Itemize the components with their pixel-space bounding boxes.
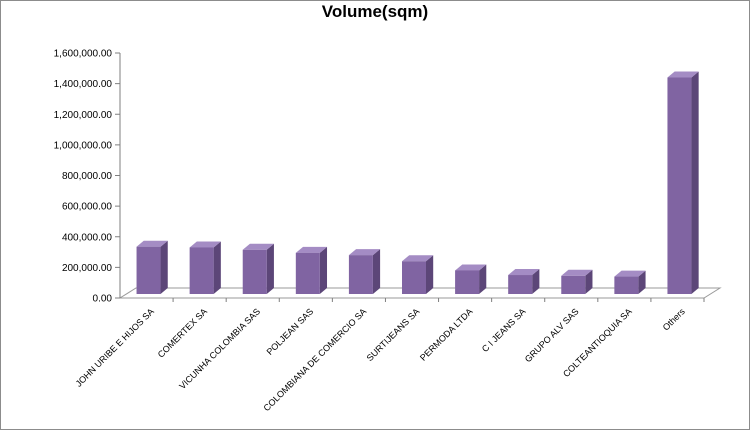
bar-side: [585, 269, 593, 294]
bar-top: [561, 269, 593, 276]
bar-top: [455, 264, 487, 271]
x-tick-label: POLJEAN SAS: [265, 306, 316, 357]
bar-top: [667, 71, 699, 78]
bar: [242, 243, 274, 294]
x-tick-label: GRUPO ALV SAS: [523, 306, 581, 364]
bar-front: [348, 255, 373, 294]
bar-front: [667, 77, 692, 294]
bar-top: [508, 269, 540, 276]
bar: [348, 249, 381, 294]
bar-front: [189, 247, 214, 294]
bar-side: [160, 240, 168, 294]
bar-side: [638, 270, 646, 294]
bar-side: [691, 71, 699, 294]
y-tick-label: 1,400,000.00: [54, 79, 113, 90]
bar: [189, 241, 221, 294]
bar-side: [319, 246, 328, 294]
bar-front: [614, 276, 639, 294]
bar-top: [402, 255, 434, 262]
bar-side: [213, 241, 221, 294]
y-tick-label: 600,000.00: [62, 202, 112, 213]
x-tick-label: JOHN URIBE E HIJOS SA: [74, 306, 156, 388]
bar-front: [242, 249, 267, 294]
x-tick-label: SURTIJEANS SA: [365, 306, 422, 363]
bar-front: [295, 252, 320, 294]
y-tick-label: 800,000.00: [62, 171, 112, 182]
bar-side: [372, 249, 381, 294]
chart-title: Volume(sqm): [321, 2, 429, 21]
x-tick-label: COMERTEX SA: [156, 306, 209, 359]
bar-top: [189, 241, 221, 248]
y-tick-label: 400,000.00: [62, 232, 112, 243]
y-tick-label: 0.00: [93, 294, 113, 305]
bar-front: [508, 275, 533, 294]
x-tick-label: COLOMBIANA DE COMERCIO SA: [262, 306, 369, 413]
x-tick-label: C I JEANS SA: [480, 306, 528, 354]
bar: [402, 255, 434, 294]
bar: [508, 269, 540, 294]
bar-side: [426, 255, 434, 294]
bar: [614, 270, 646, 294]
bar: [455, 264, 487, 294]
bar: [561, 269, 593, 294]
y-tick-label: 1,200,000.00: [54, 110, 113, 121]
x-tick-label: PERMODA LTDA: [418, 306, 474, 362]
bar-top: [136, 240, 168, 247]
bar: [667, 71, 699, 294]
bar-front: [136, 246, 161, 294]
bar-front: [402, 261, 426, 294]
y-tick-label: 1,600,000.00: [54, 49, 113, 60]
bar-top: [614, 270, 646, 277]
x-tick-label: Others: [661, 306, 688, 333]
bar-top: [242, 243, 274, 250]
bar-top: [348, 249, 381, 256]
bar-front: [455, 270, 480, 294]
bar: [136, 240, 168, 294]
bar: [295, 246, 328, 294]
bar-top: [295, 246, 328, 253]
y-tick-label: 1,000,000.00: [54, 140, 113, 151]
bar-front: [561, 275, 586, 294]
bar-side: [266, 243, 274, 294]
bar-side: [479, 264, 487, 294]
bar-side: [532, 269, 540, 294]
y-tick-label: 200,000.00: [62, 263, 112, 274]
